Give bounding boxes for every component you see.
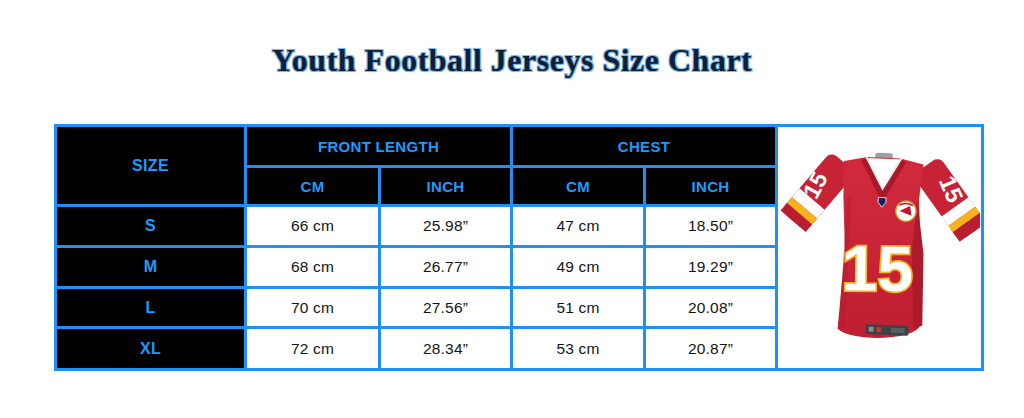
col-header-chest: CHEST bbox=[512, 126, 777, 167]
size-cell: M bbox=[56, 247, 246, 288]
jersey-image: 15 15 15 bbox=[780, 133, 980, 363]
page-title: Youth Football Jerseys Size Chart bbox=[0, 42, 1024, 79]
front-cm-cell: 66 cm bbox=[246, 206, 380, 247]
chest-inch-cell: 19.29” bbox=[645, 247, 777, 288]
col-header-chest-cm: CM bbox=[512, 167, 645, 206]
chest-cm-cell: 53 cm bbox=[512, 328, 645, 370]
size-cell: XL bbox=[56, 328, 246, 370]
size-chart-page: Youth Football Jerseys Size Chart SIZE F… bbox=[0, 0, 1024, 418]
front-cm-cell: 70 cm bbox=[246, 288, 380, 328]
col-header-chest-inch: INCH bbox=[645, 167, 777, 206]
col-header-front-cm: CM bbox=[246, 167, 380, 206]
front-cm-cell: 72 cm bbox=[246, 328, 380, 370]
front-inch-cell: 25.98” bbox=[380, 206, 512, 247]
col-header-front-inch: INCH bbox=[380, 167, 512, 206]
size-cell: L bbox=[56, 288, 246, 328]
front-inch-cell: 26.77” bbox=[380, 247, 512, 288]
front-inch-cell: 28.34” bbox=[380, 328, 512, 370]
size-cell: S bbox=[56, 206, 246, 247]
chest-inch-cell: 18.50” bbox=[645, 206, 777, 247]
swoosh-icon bbox=[929, 225, 951, 236]
chest-cm-cell: 51 cm bbox=[512, 288, 645, 328]
front-cm-cell: 68 cm bbox=[246, 247, 380, 288]
front-inch-cell: 27.56” bbox=[380, 288, 512, 328]
team-patch-icon bbox=[895, 200, 916, 221]
chest-cm-cell: 47 cm bbox=[512, 206, 645, 247]
chest-cm-cell: 49 cm bbox=[512, 247, 645, 288]
jersey-chest-number: 15 bbox=[841, 232, 913, 305]
jock-tag bbox=[865, 324, 908, 336]
chest-inch-cell: 20.08” bbox=[645, 288, 777, 328]
jersey-image-cell: 15 15 15 bbox=[777, 126, 983, 370]
col-header-size: SIZE bbox=[56, 126, 246, 206]
size-chart-table: SIZE FRONT LENGTH CHEST bbox=[54, 124, 984, 371]
col-header-front-length: FRONT LENGTH bbox=[246, 126, 512, 167]
chest-inch-cell: 20.87” bbox=[645, 328, 777, 370]
